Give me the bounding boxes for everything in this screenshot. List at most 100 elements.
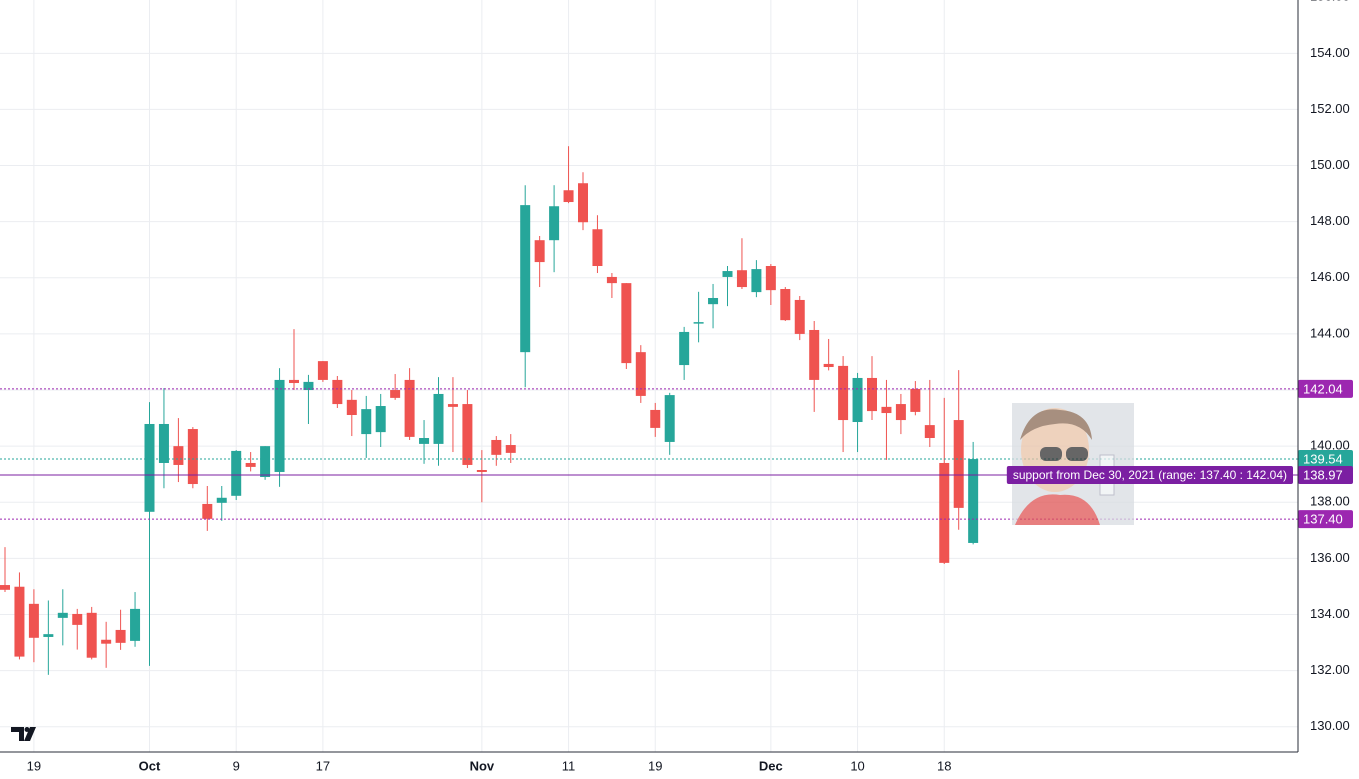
candle-body: [202, 503, 213, 519]
y-tick-label: 144.00: [1310, 325, 1350, 340]
candle-body: [679, 331, 690, 366]
candle-body: [14, 586, 25, 657]
candle-body: [375, 406, 386, 433]
y-tick-label: 156.00: [1310, 0, 1350, 4]
candle-body: [130, 608, 141, 641]
y-tick-label: 130.00: [1310, 718, 1350, 733]
candle-body: [361, 409, 372, 435]
candle-body: [419, 438, 430, 444]
candle-body: [534, 240, 545, 263]
candle-body: [592, 229, 603, 267]
candle-body: [910, 388, 921, 412]
candle-body: [520, 205, 531, 353]
y-tick-label: 146.00: [1310, 269, 1350, 284]
candle-body: [751, 269, 762, 293]
x-tick-label: Nov: [470, 758, 495, 773]
candle-body: [852, 377, 863, 423]
candle-body: [722, 271, 733, 277]
candle-body: [332, 379, 343, 405]
candle-body: [838, 365, 849, 421]
candle-body: [317, 361, 328, 380]
x-tick-label: 19: [27, 758, 41, 773]
candle-body: [491, 439, 502, 455]
candle-body: [867, 377, 877, 412]
candles: [0, 146, 1298, 675]
candle-body: [809, 329, 820, 380]
candle-body: [578, 183, 588, 223]
shirt: [1015, 494, 1100, 525]
y-tick-label: 138.00: [1310, 494, 1350, 509]
y-tick-label: 150.00: [1310, 157, 1350, 172]
price-label-bg: [1298, 466, 1353, 485]
x-tick-label: Dec: [759, 758, 783, 773]
labels: 130.00 132.00 134.00 136.00 138.00 140.00 142.…: [27, 0, 1353, 773]
candle-body: [968, 459, 979, 543]
candle-body: [549, 206, 560, 241]
x-tick-label: 11: [562, 758, 576, 773]
candle-body: [621, 283, 632, 364]
candle-body: [173, 446, 184, 465]
candle-body: [447, 404, 458, 407]
x-tick-label: 17: [316, 758, 330, 773]
candle-body: [939, 462, 950, 563]
candle-body: [115, 629, 126, 643]
candle-body: [780, 289, 791, 321]
candle-body: [881, 406, 892, 414]
y-tick-label: 152.00: [1310, 101, 1350, 116]
logo-dot: [24, 727, 30, 732]
price-label: 138.97: [1303, 467, 1343, 482]
price-label-bg: [1298, 450, 1353, 469]
candle-body: [72, 613, 83, 625]
candle-body: [693, 322, 704, 324]
price-label-bg: [1298, 510, 1353, 529]
candle-body: [0, 585, 10, 590]
candle-body: [245, 462, 256, 467]
x-tick-label: Oct: [139, 758, 161, 773]
candle-body: [433, 393, 444, 444]
sunglasses: [1066, 447, 1088, 461]
candle-body: [794, 299, 805, 334]
candle-body: [823, 363, 834, 368]
price-label: 137.40: [1303, 512, 1343, 527]
candle-body: [953, 420, 964, 508]
sunglasses: [1040, 447, 1062, 461]
annotation: support from Dec 30, 2021 (range: 137.40…: [1013, 468, 1287, 482]
candle-body: [57, 612, 68, 618]
price-label: 142.04: [1303, 381, 1343, 396]
candle-body: [606, 276, 617, 284]
candle-body: [736, 270, 747, 288]
overlay-image: [1012, 403, 1134, 525]
candle-body: [216, 497, 227, 503]
candle-body: [303, 381, 314, 391]
hair: [1020, 409, 1092, 440]
candle-body: [708, 297, 719, 305]
candle-body: [505, 445, 516, 453]
candle-body: [144, 423, 155, 512]
logo: [11, 727, 36, 741]
candle-body: [86, 612, 97, 658]
candle-body: [765, 266, 776, 291]
x-tick-label: 18: [937, 758, 951, 773]
annotation-bg: [1006, 466, 1293, 485]
y-tick-label: 134.00: [1310, 606, 1350, 621]
y-tick-label: 136.00: [1310, 550, 1350, 565]
candle-body: [476, 470, 487, 472]
x-tick-label: 9: [233, 758, 240, 773]
candle-body: [274, 379, 285, 472]
candle-body: [635, 352, 646, 396]
y-tick-label: 132.00: [1310, 662, 1350, 677]
grid: [0, 0, 1298, 752]
logo-mark: [11, 727, 36, 741]
candle-body: [231, 450, 242, 496]
price-label: 139.54: [1303, 451, 1343, 466]
candle-body: [187, 429, 198, 485]
y-tick-label: 154.00: [1310, 45, 1350, 60]
candle-body: [390, 390, 401, 398]
candle-body: [28, 603, 39, 638]
y-tick-label: 148.00: [1310, 213, 1350, 228]
candle-body: [462, 404, 473, 465]
price-label-bg: [1298, 379, 1353, 398]
candle-body: [563, 190, 574, 203]
